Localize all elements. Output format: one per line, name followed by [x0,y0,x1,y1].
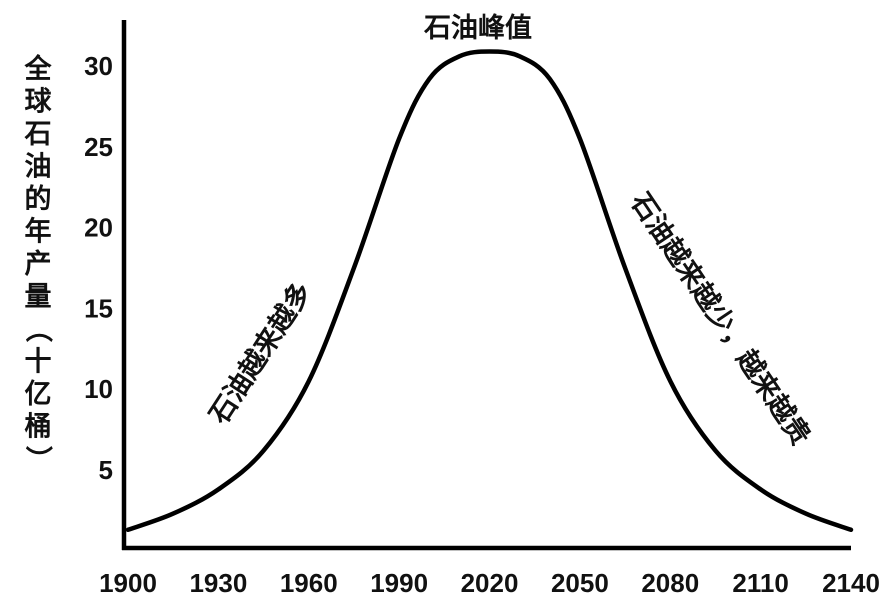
x-tick-label: 1930 [189,568,247,598]
x-tick-label: 1900 [99,568,157,598]
y-label-char: ） [22,446,53,473]
y-label-char: 的 [25,183,52,215]
y-label-char: 十 [25,347,52,378]
y-tick-label: 10 [84,374,113,404]
y-label-char: 球 [25,87,53,118]
annotation-rising: 石油越来越多 [203,277,318,431]
axes [121,20,851,551]
y-tick-label: 30 [84,51,113,81]
y-label-char: 桶 [25,412,52,443]
x-tick-label: 2140 [822,568,880,598]
x-tick-label: 2110 [732,568,788,598]
x-tick-label: 2020 [461,568,519,598]
y-label-char: 亿 [25,379,52,410]
y-tick-label: 15 [84,293,113,323]
y-tick-label: 25 [84,132,113,162]
y-label-char: 产 [25,249,52,280]
y-label-char: 全 [24,53,53,85]
x-tick-label: 1990 [370,568,428,598]
x-tick-label: 1960 [280,568,338,598]
y-tick-label: 20 [84,213,113,243]
y-label-char: 石 [24,119,52,150]
annotation-peak: 石油峰值 [423,13,532,44]
y-label-char: 量 [25,282,52,313]
production-curve [125,49,854,533]
annotation-falling: 石油越来越少，越来越贵 [624,187,816,451]
y-label-char: 年 [25,216,52,248]
y-label-char: 油 [25,152,52,183]
y-tick-label: 5 [99,455,113,485]
x-tick-label: 2050 [551,568,609,598]
x-tick-label: 2080 [641,568,699,598]
tick-labels: 1900 1930 1960 1990 2020 2050 2080 2110 2140 5 10 1… [84,51,880,598]
y-label-char: （ [22,316,53,343]
